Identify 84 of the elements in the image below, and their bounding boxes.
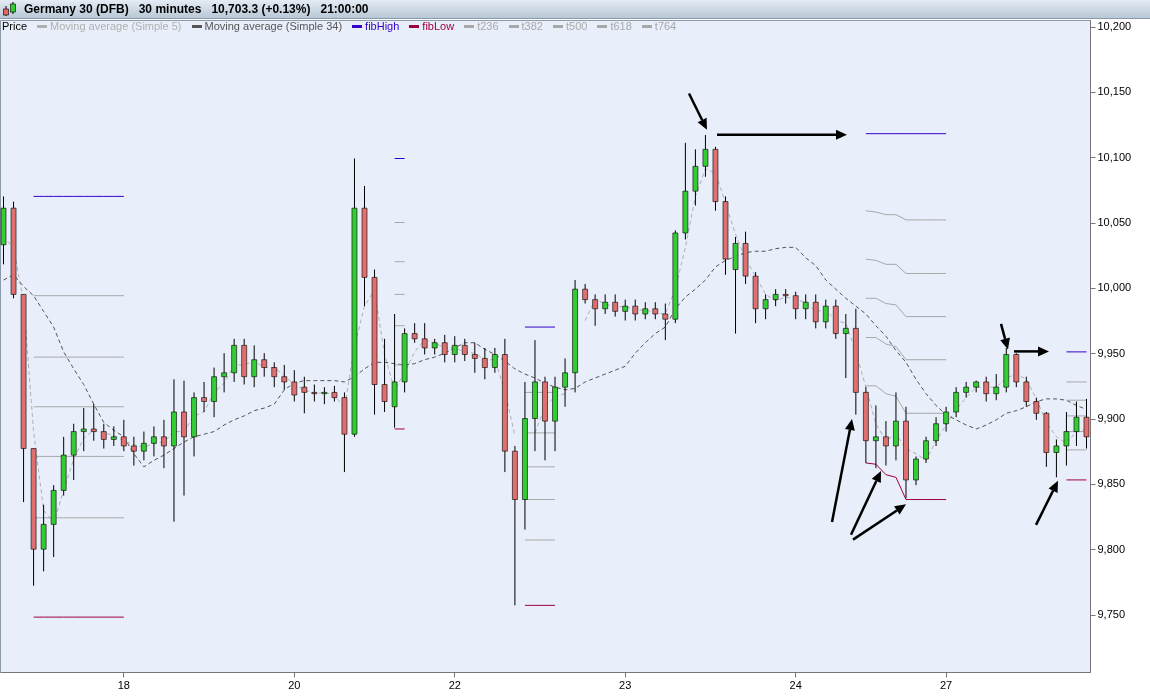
- y-tick-label: 9,900: [1097, 412, 1126, 425]
- candlestick: [421, 322, 428, 355]
- candlestick: [451, 335, 458, 363]
- candlestick: [221, 352, 227, 393]
- x-tick-label: 24: [789, 678, 802, 691]
- candlestick: [111, 425, 117, 447]
- candlestick: [812, 293, 819, 329]
- candlestick: [873, 404, 879, 469]
- y-tick-label: 10,200: [1097, 20, 1132, 33]
- candlestick: [562, 357, 568, 408]
- candlestick: [492, 347, 498, 374]
- candlestick: [1023, 376, 1030, 408]
- candlestick: [441, 334, 448, 363]
- y-tick-label: 10,050: [1097, 216, 1132, 229]
- candlestick: [141, 431, 147, 461]
- candlestick: [461, 338, 468, 362]
- candlestick: [632, 299, 639, 322]
- candlestick: [802, 293, 809, 320]
- legend-label: t764: [654, 20, 677, 33]
- candlestick: [271, 361, 278, 388]
- candlestick: [291, 369, 298, 403]
- y-tick-label: 10,150: [1097, 85, 1132, 98]
- candlestick: [943, 406, 949, 433]
- candlestick: [792, 291, 799, 320]
- candlestick: [80, 407, 87, 452]
- candlestick: [1073, 401, 1080, 447]
- candlestick: [251, 344, 258, 388]
- chart-title: Germany 30 (DFB) 30 minutes 10,703.3 (+0.13%) 21:00:00: [24, 2, 369, 16]
- candlestick: [121, 419, 127, 452]
- candlestick: [201, 381, 207, 413]
- candlestick: [983, 376, 990, 403]
- legend-label: fibHigh: [365, 20, 400, 33]
- y-tick-label: 10,100: [1097, 150, 1132, 163]
- y-tick-label: 9,950: [1097, 346, 1126, 359]
- candlestick: [100, 423, 107, 450]
- candlestick: [822, 299, 829, 329]
- y-tick-label: 10,000: [1097, 281, 1132, 294]
- y-tick-label: 9,850: [1097, 477, 1126, 490]
- y-tick-label: 9,800: [1097, 542, 1126, 555]
- candlestick: [381, 338, 388, 413]
- candlestick: [702, 134, 709, 178]
- candlestick: [582, 283, 588, 305]
- candlestick: [993, 373, 1000, 401]
- candlestick: [843, 313, 849, 379]
- candlestick: [1053, 438, 1060, 478]
- candlestick: [482, 347, 488, 380]
- y-tick-label: 9,750: [1097, 608, 1126, 621]
- candlestick: [70, 423, 77, 481]
- candlestick: [883, 420, 889, 467]
- candlestick: [933, 416, 939, 447]
- candlestick: [1063, 411, 1070, 467]
- candlestick: [472, 342, 478, 374]
- candlestick: [151, 425, 157, 457]
- candlestick: [762, 293, 769, 320]
- candlestick: [90, 403, 97, 442]
- legend-label: fibLow: [422, 20, 455, 33]
- candlestick: [281, 364, 288, 391]
- candlestick: [953, 386, 959, 418]
- x-tick-label: 20: [288, 678, 301, 691]
- legend-label: t500: [565, 20, 588, 33]
- candlestick: [662, 303, 669, 341]
- candlestick: [411, 322, 418, 344]
- candlestick: [261, 352, 268, 378]
- x-tick-label: 23: [619, 678, 632, 691]
- candlestick: [913, 455, 919, 486]
- legend-label: Moving average (Simple 34): [204, 20, 343, 33]
- x-tick-label: 22: [448, 678, 461, 691]
- candlestick: [161, 419, 167, 469]
- candlestick: [131, 436, 137, 467]
- candlestick: [301, 376, 308, 414]
- candlestick: [612, 293, 618, 318]
- candlestick: [782, 288, 789, 305]
- candlestick: [622, 299, 629, 322]
- legend-label: t618: [610, 20, 632, 33]
- candlestick: [923, 436, 929, 464]
- legend-label: Moving average (Simple 5): [50, 20, 182, 33]
- candlestick: [592, 293, 598, 327]
- legend-label: t236: [477, 20, 499, 33]
- candlestick: [602, 293, 608, 315]
- text: Price: [2, 20, 28, 33]
- candlestick: [1033, 397, 1040, 421]
- x-tick-label: 27: [939, 678, 953, 691]
- legend-label: t382: [521, 20, 543, 33]
- x-tick-label: 18: [117, 678, 130, 691]
